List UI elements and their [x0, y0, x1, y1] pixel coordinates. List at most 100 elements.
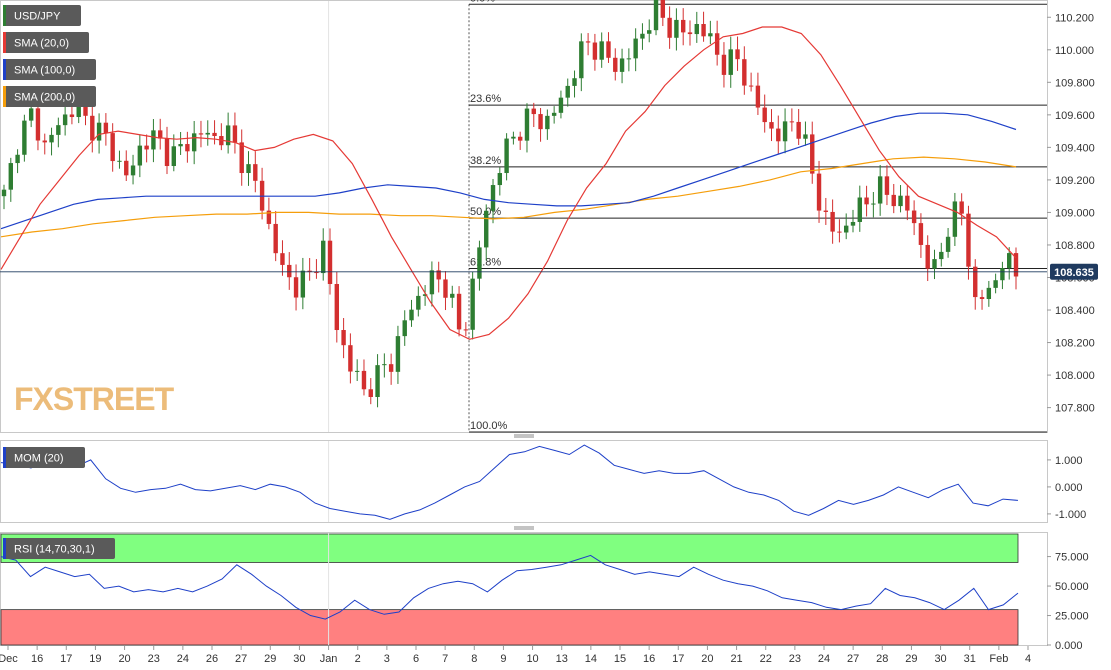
candle-body — [137, 145, 143, 166]
candle-body — [776, 128, 781, 142]
legend-momentum[interactable]: MOM (20) — [3, 447, 85, 468]
candle-body — [436, 270, 441, 280]
candle-body — [124, 160, 129, 176]
x-tick-label: 31 — [964, 653, 976, 665]
price-pane — [0, 0, 1048, 433]
x-tick-label: 30 — [293, 653, 305, 665]
candle-body — [538, 114, 543, 130]
rsi-tick-label: 75.000 — [1055, 552, 1089, 564]
x-tick-label: 27 — [847, 653, 859, 665]
candle-body — [368, 389, 373, 398]
candle-body — [96, 122, 102, 141]
price-tick-label: 109.800 — [1055, 77, 1095, 89]
x-tick-label: 15 — [614, 653, 626, 665]
x-tick-label: Dec — [0, 653, 18, 665]
legend-sma200[interactable]: SMA (200,0) — [3, 86, 96, 107]
candle-body — [273, 223, 278, 254]
price-tick-label: 108.800 — [1055, 240, 1095, 252]
candle-body — [280, 253, 285, 265]
candle-body — [15, 154, 20, 164]
legend-sma100-label: SMA (100,0) — [14, 65, 75, 77]
candle-body — [735, 49, 740, 60]
legend-usdjpy[interactable]: USD/JPY — [3, 5, 81, 26]
candle-body — [327, 240, 333, 284]
candle-body — [619, 58, 625, 72]
x-tick-label: 20 — [701, 653, 713, 665]
candle-body — [321, 240, 326, 274]
legend-sma100[interactable]: SMA (100,0) — [3, 59, 96, 80]
candle-body — [1013, 253, 1019, 277]
momentum-y-axis: 1.000 0.000 -1.000 — [1047, 455, 1086, 521]
candle-body — [293, 277, 299, 298]
price-tick-label: 108.000 — [1055, 370, 1095, 382]
candle-body — [246, 164, 251, 174]
x-tick-label: 27 — [235, 653, 247, 665]
candle-body — [986, 287, 992, 300]
x-tick-label: 14 — [585, 653, 597, 665]
candle-body — [110, 133, 115, 162]
price-tick-label: 110.200 — [1055, 12, 1094, 24]
x-tick-label: 24 — [177, 653, 189, 665]
candle-body — [1, 189, 7, 197]
candle-body — [416, 295, 421, 310]
candle-body — [579, 41, 584, 79]
candle-body — [185, 144, 190, 152]
momentum-pane-resize-handle[interactable] — [514, 434, 534, 438]
legend-sma20[interactable]: SMA (20,0) — [3, 32, 89, 53]
legend-momentum-label: MOM (20) — [14, 453, 64, 465]
rsi-pane-resize-handle[interactable] — [514, 526, 534, 530]
candle-body — [443, 279, 448, 298]
candle-body — [1000, 268, 1005, 281]
candle-body — [925, 244, 930, 269]
candle-body — [402, 320, 407, 337]
price-tick-label: 107.800 — [1055, 403, 1095, 415]
price-tick-label: 109.400 — [1055, 142, 1095, 154]
candle-body — [884, 176, 890, 195]
candle-body — [307, 270, 312, 272]
price-tick-label: 109.000 — [1055, 207, 1095, 219]
x-tick-label: 21 — [730, 653, 742, 665]
fib-level-label: 23.6% — [470, 93, 501, 105]
candle-body — [382, 364, 387, 366]
candle-body — [456, 293, 462, 330]
x-tick-label: 6 — [413, 653, 419, 665]
fxstreet-watermark: FXSTREET — [14, 381, 175, 417]
rsi-y-axis: 75.000 50.000 25.000 0.000 — [1047, 552, 1089, 652]
candle-body — [708, 33, 713, 37]
candle-body — [911, 210, 917, 224]
candle-body — [375, 365, 380, 398]
candle-body — [769, 122, 774, 129]
candle-body — [918, 223, 924, 245]
candle-body — [823, 210, 829, 212]
candle-body — [49, 134, 54, 143]
x-tick-label: 29 — [905, 653, 917, 665]
candle-body — [667, 17, 672, 38]
candle-body — [966, 213, 971, 267]
candle-body — [558, 97, 564, 113]
candle-body — [755, 85, 761, 108]
x-tick-label: 26 — [206, 653, 218, 665]
candle-body — [151, 130, 156, 150]
candle-body — [354, 370, 360, 372]
candle-body — [497, 173, 503, 186]
price-tick-label: 108.400 — [1055, 305, 1095, 317]
candle-body — [56, 125, 61, 135]
sma200-line — [0, 156, 1017, 238]
price-tick-label: 109.200 — [1055, 175, 1095, 187]
candle-body — [898, 195, 903, 207]
last-price-label: 108.635 — [1054, 267, 1094, 279]
date-x-axis: Dec 16 17 19 20 23 24 26 27 29 30 Jan 2 3 6 7 8 9 10 13 14 15… — [0, 646, 1031, 665]
candle-body — [463, 329, 469, 331]
legend-rsi-label: RSI (14,70,30,1) — [14, 544, 95, 556]
candle-body — [22, 120, 27, 155]
x-tick-label: 23 — [148, 653, 160, 665]
candle-body — [973, 266, 978, 298]
x-tick-label: 19 — [89, 653, 101, 665]
x-tick-label: 22 — [760, 653, 772, 665]
candle-body — [395, 336, 401, 372]
candle-body — [762, 107, 767, 123]
legend-rsi[interactable]: RSI (14,70,30,1) — [3, 538, 115, 559]
candle-body — [62, 114, 68, 126]
candle-body — [484, 210, 489, 248]
